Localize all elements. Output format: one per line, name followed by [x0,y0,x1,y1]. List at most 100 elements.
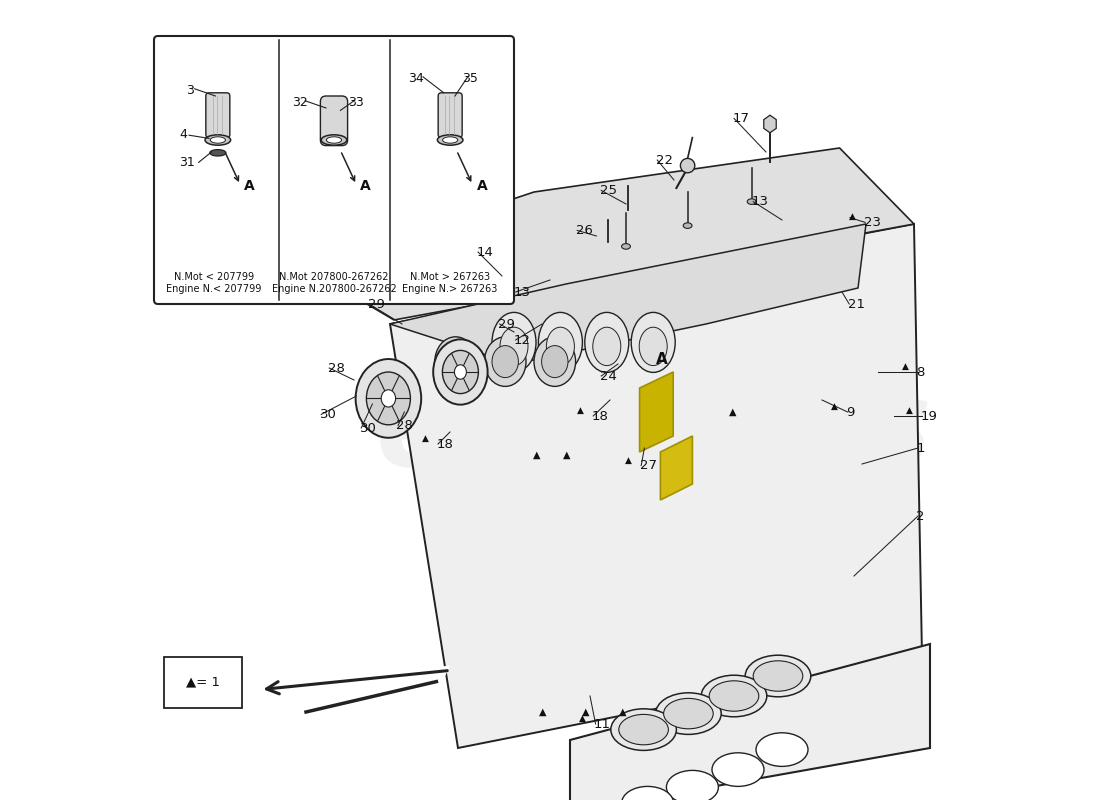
Ellipse shape [754,661,803,691]
Text: ▲: ▲ [625,455,631,464]
Ellipse shape [667,770,718,800]
Text: 21: 21 [848,298,865,310]
Ellipse shape [210,150,225,156]
Polygon shape [266,666,450,696]
Ellipse shape [433,339,487,405]
Ellipse shape [631,313,675,373]
Text: 18: 18 [437,438,453,450]
Ellipse shape [442,350,478,394]
Polygon shape [306,148,914,320]
Text: 31: 31 [179,157,195,170]
Polygon shape [660,436,692,500]
Ellipse shape [621,786,673,800]
FancyBboxPatch shape [154,36,514,304]
Text: ▲: ▲ [578,406,584,414]
Text: A: A [244,179,255,194]
Ellipse shape [534,337,575,386]
FancyBboxPatch shape [206,93,230,138]
Ellipse shape [541,346,568,378]
Text: 1: 1 [916,442,925,454]
Ellipse shape [547,327,574,366]
Ellipse shape [621,244,630,250]
Ellipse shape [442,346,469,378]
Polygon shape [763,115,777,133]
Text: ▲: ▲ [532,450,540,459]
Text: 29: 29 [498,318,515,330]
Ellipse shape [712,753,764,786]
Ellipse shape [745,655,811,697]
Ellipse shape [454,365,466,379]
Ellipse shape [484,337,526,386]
Text: 32: 32 [293,96,308,110]
Polygon shape [639,372,673,452]
Text: 17: 17 [733,112,749,125]
Polygon shape [390,224,922,748]
Text: 2: 2 [916,510,925,522]
Ellipse shape [366,372,410,425]
Text: 26: 26 [575,224,593,237]
Text: 9: 9 [846,406,855,418]
Text: 14: 14 [476,246,493,258]
Ellipse shape [492,313,536,373]
Ellipse shape [756,733,808,766]
Ellipse shape [585,313,629,373]
Text: A: A [361,179,371,194]
Text: 30: 30 [320,408,337,421]
Polygon shape [570,644,930,800]
Text: 19: 19 [921,410,937,422]
Circle shape [681,158,695,173]
Text: 28: 28 [396,419,414,432]
Ellipse shape [382,390,396,407]
Text: ▲: ▲ [421,434,429,443]
Ellipse shape [438,134,463,146]
Text: 13: 13 [751,195,769,208]
Ellipse shape [434,337,476,386]
Text: 27: 27 [639,459,657,472]
Ellipse shape [321,134,346,146]
Ellipse shape [205,134,231,146]
Text: ▲: ▲ [905,406,913,414]
Ellipse shape [593,327,620,366]
Text: 35: 35 [462,72,478,86]
Text: 22: 22 [656,154,672,166]
Text: 29: 29 [367,298,385,310]
Ellipse shape [492,346,518,378]
Polygon shape [390,224,866,364]
Text: 3: 3 [186,84,194,98]
Text: 12: 12 [514,334,531,346]
Ellipse shape [538,313,582,373]
Text: 24: 24 [600,370,616,382]
Text: ▲= 1: ▲= 1 [186,676,220,689]
Text: ▲: ▲ [539,706,547,717]
Text: ▲: ▲ [832,402,838,411]
Text: N.Mot < 207799
Engine N.< 207799: N.Mot < 207799 Engine N.< 207799 [166,272,262,294]
Ellipse shape [710,681,759,711]
Text: 23: 23 [864,216,881,229]
Text: 8: 8 [916,366,925,378]
Ellipse shape [355,359,421,438]
FancyBboxPatch shape [438,93,462,138]
Text: 28: 28 [328,362,344,374]
Text: 25: 25 [600,184,617,197]
Text: ▲: ▲ [619,706,627,717]
Text: 18: 18 [592,410,608,422]
Text: N.Mot > 267263
Engine N.> 267263: N.Mot > 267263 Engine N.> 267263 [403,272,498,294]
Ellipse shape [610,709,676,750]
Text: A: A [656,352,668,367]
Text: ▲: ▲ [563,450,571,459]
Ellipse shape [442,137,458,143]
Ellipse shape [619,714,669,745]
Ellipse shape [701,675,767,717]
Text: since 1985: since 1985 [559,510,845,554]
Ellipse shape [327,137,342,143]
Text: 4: 4 [179,128,187,142]
Ellipse shape [663,698,713,729]
Ellipse shape [639,327,668,366]
FancyBboxPatch shape [164,657,242,708]
Text: a passion for...: a passion for... [602,611,866,645]
Text: 13: 13 [514,286,531,298]
Ellipse shape [500,327,528,366]
Text: ▲: ▲ [902,362,909,370]
Text: N.Mot 207800-267262
Engine N.207800-267262: N.Mot 207800-267262 Engine N.207800-2672… [272,272,396,294]
Ellipse shape [210,137,225,143]
